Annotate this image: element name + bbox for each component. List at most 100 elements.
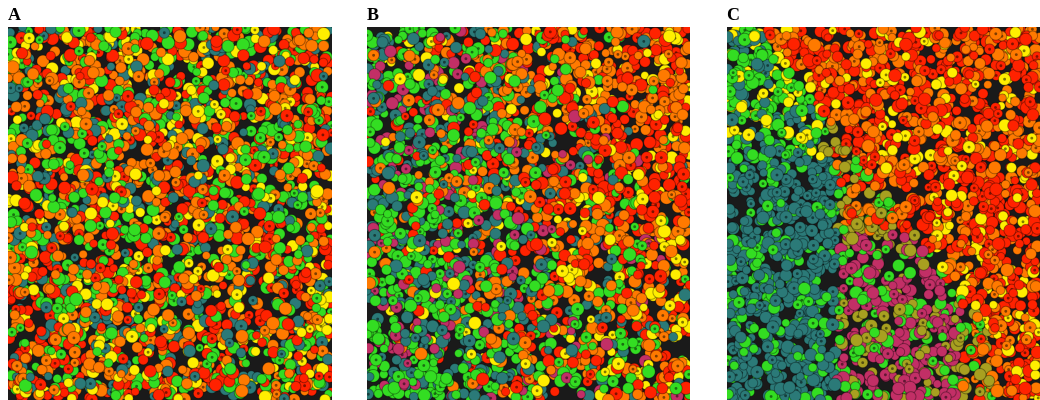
particle-core (64, 125, 67, 128)
particle (312, 304, 321, 313)
particle-core (587, 141, 590, 144)
particle-core (91, 188, 94, 191)
particle-core (220, 113, 223, 116)
particle (147, 303, 159, 315)
page: A B C (() => { const data = JSON.parse(d… (0, 0, 1040, 400)
particle (103, 90, 114, 101)
particle (269, 90, 280, 101)
particle-core (318, 119, 321, 122)
particle-core (197, 110, 200, 113)
particle (56, 24, 65, 33)
particle (87, 136, 97, 146)
particle (242, 261, 250, 269)
particle (189, 52, 199, 62)
particle-core (78, 50, 81, 53)
particle-core (268, 225, 271, 228)
particle (213, 290, 221, 298)
particle-core (26, 142, 29, 145)
particle (297, 328, 307, 338)
particle-core (134, 130, 137, 133)
particle (243, 62, 251, 70)
particle (217, 144, 228, 155)
particle (64, 378, 73, 387)
particle (236, 348, 246, 358)
particle (105, 327, 117, 339)
particle (269, 46, 278, 55)
particle-core (253, 149, 256, 152)
particle (278, 141, 287, 150)
particle-core (197, 270, 200, 273)
particle (123, 132, 131, 140)
particle-core (59, 213, 62, 216)
particle (152, 186, 161, 195)
particle-core (101, 145, 104, 148)
particle-core (213, 103, 216, 106)
particle (45, 284, 55, 294)
particle-core (187, 313, 190, 316)
particle (135, 208, 145, 218)
particle (131, 107, 142, 118)
particle-core (171, 294, 174, 297)
particle (165, 77, 175, 87)
particle (97, 197, 108, 208)
particle (301, 268, 311, 278)
particle (186, 156, 196, 166)
particle (544, 346, 552, 354)
particle (63, 83, 73, 93)
particle (155, 69, 164, 78)
particle (238, 50, 250, 62)
particle (84, 55, 95, 66)
particle (272, 211, 285, 224)
particle (131, 44, 140, 53)
particle-core (412, 359, 415, 362)
particle (318, 41, 329, 52)
particle-core (278, 359, 281, 362)
particle (159, 276, 171, 288)
particle-core (81, 132, 84, 135)
particle (219, 187, 230, 198)
particle (142, 247, 152, 257)
particle-core (456, 73, 459, 76)
particle-core (275, 384, 278, 387)
particle-core (321, 205, 324, 208)
particle (242, 359, 250, 367)
particle (36, 326, 46, 336)
particle-core (121, 105, 124, 108)
particle-core (7, 53, 10, 56)
particle (298, 52, 310, 64)
particle (323, 354, 334, 365)
particle-core (260, 110, 263, 113)
particle (24, 319, 33, 328)
particle-core (18, 87, 21, 90)
particle (294, 35, 305, 46)
particle-core (73, 351, 76, 354)
particle-core (272, 152, 275, 155)
particle-core (263, 156, 266, 159)
particle (99, 41, 109, 51)
particle-core (126, 318, 129, 321)
particle-core (12, 213, 15, 216)
particle-core (137, 255, 140, 258)
particle-core (20, 177, 23, 180)
particle (27, 68, 39, 80)
particle-core (147, 267, 150, 270)
particle-core (286, 114, 289, 117)
particle (297, 173, 307, 183)
particle (197, 123, 208, 134)
particle (147, 324, 156, 333)
particle (187, 85, 197, 95)
particle (198, 92, 209, 103)
particle (52, 250, 63, 261)
simulation-panel (361, 21, 696, 400)
particle (313, 150, 324, 161)
particle (253, 188, 265, 200)
particle (38, 267, 48, 277)
particle (233, 302, 244, 313)
particle (324, 222, 332, 230)
particle-core (174, 181, 177, 184)
particle (60, 173, 68, 181)
particle-core (157, 136, 160, 139)
particle-core (115, 96, 118, 99)
particle (106, 240, 116, 250)
particle (32, 345, 44, 357)
